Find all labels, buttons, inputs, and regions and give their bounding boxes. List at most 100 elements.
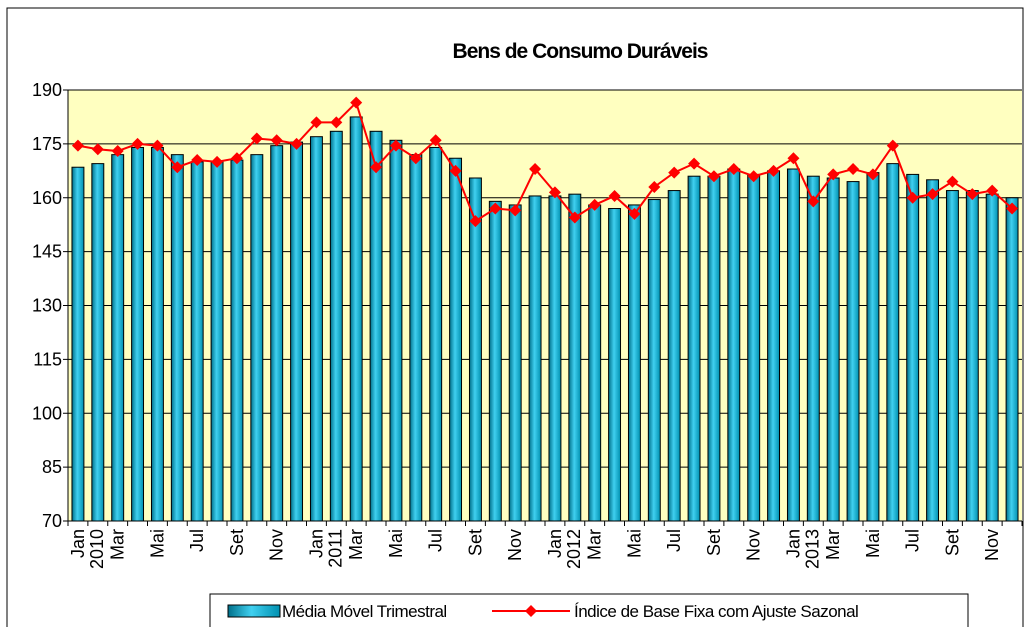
marker <box>509 204 522 217</box>
legend-swatch <box>227 604 281 618</box>
chart-title: Bens de Consumo Duráveis <box>453 40 708 63</box>
marker <box>191 154 204 167</box>
marker <box>71 139 84 152</box>
marker <box>151 139 164 152</box>
marker <box>290 137 303 150</box>
marker <box>807 195 820 208</box>
bar <box>886 163 900 522</box>
bar <box>528 195 542 522</box>
bar <box>687 175 701 522</box>
bar <box>131 146 145 522</box>
bar <box>985 193 999 522</box>
x-tick-label: Nov <box>744 529 764 561</box>
y-tick-label: 190 <box>32 80 62 100</box>
bar <box>786 168 800 522</box>
x-tick-label: Jan2011 <box>306 529 345 568</box>
bar <box>409 154 423 522</box>
bar <box>667 190 681 522</box>
x-tick-label: Set <box>942 529 962 556</box>
x-tick-label: Mai <box>386 529 406 558</box>
marker <box>767 164 780 177</box>
marker <box>707 170 720 183</box>
bar <box>290 141 304 522</box>
x-tick-label: Mai <box>624 529 644 558</box>
marker <box>211 155 224 168</box>
bar <box>608 208 622 522</box>
bar <box>230 159 244 522</box>
marker <box>648 180 661 193</box>
legend-label: Índice de Base Fixa com Ajuste Sazonal <box>574 602 858 621</box>
marker <box>449 164 462 177</box>
x-tick-label: Mar <box>823 529 843 560</box>
marker <box>1006 202 1019 215</box>
bar <box>767 170 781 522</box>
marker <box>529 163 542 176</box>
marker <box>886 139 899 152</box>
bar <box>707 175 721 522</box>
marker <box>946 175 959 188</box>
bar <box>508 204 522 522</box>
bar <box>866 172 880 522</box>
bar <box>210 161 224 522</box>
bar <box>389 139 403 522</box>
y-tick-label: 85 <box>42 457 62 477</box>
marker <box>588 198 601 211</box>
legend-swatch <box>525 605 537 617</box>
y-tick-label: 160 <box>32 188 62 208</box>
marker <box>727 163 740 176</box>
bar <box>548 195 562 522</box>
marker <box>847 163 860 176</box>
marker <box>548 186 561 199</box>
bar <box>429 146 443 522</box>
x-tick-label: Jan2010 <box>68 529 107 569</box>
marker <box>429 134 442 147</box>
bar <box>627 204 641 522</box>
x-tick-label: Jul <box>426 529 446 552</box>
y-tick-label: 100 <box>32 403 62 423</box>
x-tick-label: Nov <box>505 529 525 561</box>
bar <box>369 130 383 522</box>
legend-label: Média Móvel Trimestral <box>282 602 447 621</box>
x-tick-label: Mar <box>346 529 366 560</box>
bar <box>468 177 482 522</box>
x-tick-label: Jul <box>187 529 207 552</box>
bar <box>150 146 164 522</box>
marker <box>370 161 383 174</box>
x-tick-label: Nov <box>267 529 287 561</box>
marker <box>866 168 879 181</box>
bar <box>826 177 840 522</box>
marker <box>171 161 184 174</box>
bar <box>270 145 284 522</box>
bar <box>568 193 582 522</box>
marker <box>926 188 939 201</box>
bar <box>449 157 463 522</box>
bar <box>309 136 323 522</box>
marker <box>310 116 323 129</box>
x-tick-label: Mar <box>108 529 128 560</box>
marker <box>747 170 760 183</box>
marker <box>270 134 283 147</box>
bar <box>1005 197 1019 522</box>
bar <box>906 173 920 522</box>
x-tick-label: Mar <box>585 529 605 560</box>
marker <box>230 152 243 165</box>
legend <box>209 593 969 629</box>
marker <box>389 139 402 152</box>
x-tick-label: Jan2013 <box>783 529 822 569</box>
marker <box>628 207 641 220</box>
marker <box>330 116 343 129</box>
marker <box>787 152 800 165</box>
x-tick-label: Nov <box>982 529 1002 561</box>
marker <box>350 96 363 109</box>
y-tick-label: 145 <box>32 242 62 262</box>
marker <box>409 152 422 165</box>
marker <box>608 189 621 202</box>
marker <box>668 166 681 179</box>
bar <box>170 154 184 522</box>
bar <box>965 190 979 522</box>
x-tick-label: Jul <box>903 529 923 552</box>
marker <box>91 143 104 156</box>
y-tick-label: 115 <box>33 349 62 369</box>
bar <box>329 130 343 522</box>
